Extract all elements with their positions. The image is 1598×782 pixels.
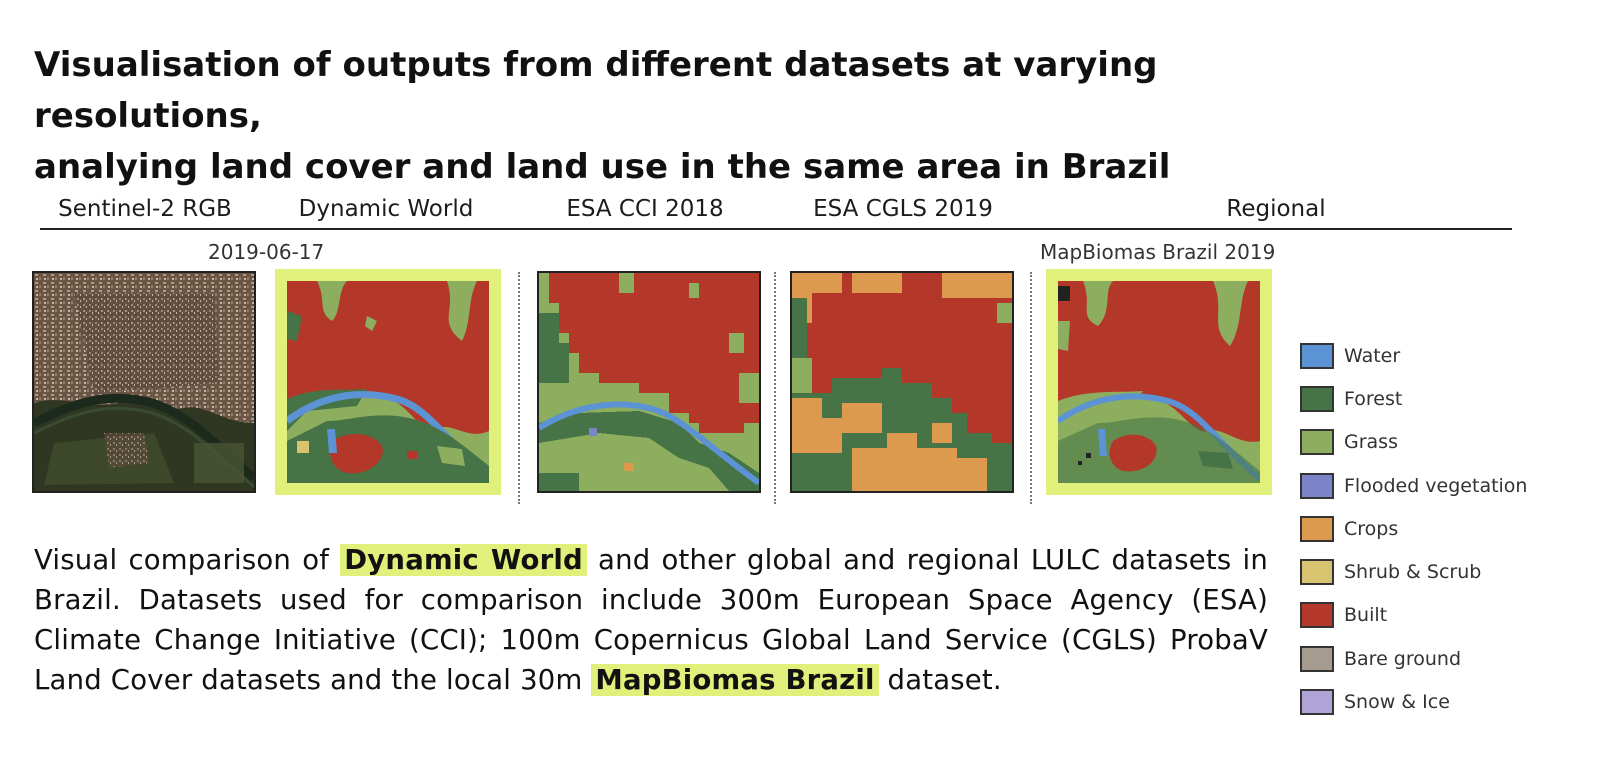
legend-item-snow-ice: Snow & Ice bbox=[1300, 680, 1527, 723]
legend-label-snow-ice: Snow & Ice bbox=[1344, 691, 1450, 714]
header-regional: Regional bbox=[1226, 196, 1326, 222]
divider-2 bbox=[774, 272, 776, 504]
legend-swatch-water bbox=[1300, 342, 1334, 369]
legend-swatch-bare-ground bbox=[1300, 645, 1334, 672]
legend-label-forest: Forest bbox=[1344, 387, 1403, 410]
legend-swatch-built bbox=[1300, 602, 1334, 629]
mapbiomas-label: MapBiomas Brazil 2019 bbox=[1040, 240, 1276, 264]
legend-item-flooded-vegetation: Flooded vegetation bbox=[1300, 464, 1527, 507]
legend-swatch-flooded-vegetation bbox=[1300, 472, 1334, 499]
legend-item-crops: Crops bbox=[1300, 507, 1527, 550]
legend-item-built: Built bbox=[1300, 594, 1527, 637]
figure-title: Visualisation of outputs from different … bbox=[34, 40, 1334, 193]
legend-label-shrub-scrub: Shrub & Scrub bbox=[1344, 561, 1482, 584]
figure-caption: Visual comparison of Dynamic World and o… bbox=[34, 540, 1268, 700]
legend-swatch-forest bbox=[1300, 385, 1334, 412]
legend-label-grass: Grass bbox=[1344, 431, 1398, 454]
caption-part-1: Visual comparison of bbox=[34, 544, 341, 576]
header-esa-cgls-2019: ESA CGLS 2019 bbox=[813, 196, 993, 222]
land-cover-legend: Water Forest Grass Flooded vegetation Cr… bbox=[1300, 334, 1527, 724]
legend-label-built: Built bbox=[1344, 604, 1388, 627]
legend-swatch-crops bbox=[1300, 515, 1334, 542]
divider-1 bbox=[518, 272, 520, 504]
header-esa-cci-2018: ESA CCI 2018 bbox=[566, 196, 724, 222]
header-sentinel2-rgb: Sentinel-2 RGB bbox=[58, 196, 232, 222]
divider-3 bbox=[1030, 272, 1032, 504]
caption-highlight-dynamic-world: Dynamic World bbox=[340, 544, 587, 576]
header-divider bbox=[40, 228, 1512, 230]
legend-item-bare-ground: Bare ground bbox=[1300, 637, 1527, 680]
legend-swatch-snow-ice bbox=[1300, 689, 1334, 716]
legend-item-grass: Grass bbox=[1300, 421, 1527, 464]
esa-cgls-2019-map bbox=[790, 271, 1014, 493]
legend-swatch-grass bbox=[1300, 429, 1334, 456]
sentinel2-rgb-image bbox=[32, 271, 256, 493]
legend-label-crops: Crops bbox=[1344, 517, 1399, 540]
dynamic-world-map bbox=[287, 281, 489, 483]
legend-item-water: Water bbox=[1300, 334, 1527, 377]
header-dynamic-world: Dynamic World bbox=[298, 196, 474, 222]
legend-label-flooded-vegetation: Flooded vegetation bbox=[1344, 474, 1528, 497]
legend-label-water: Water bbox=[1344, 344, 1401, 367]
title-line-2: analying land cover and land use in the … bbox=[34, 147, 1171, 187]
legend-item-shrub-scrub: Shrub & Scrub bbox=[1300, 550, 1527, 593]
date-label: 2019-06-17 bbox=[208, 240, 325, 264]
esa-cci-2018-map bbox=[537, 271, 761, 493]
legend-swatch-shrub-scrub bbox=[1300, 559, 1334, 586]
caption-part-3: dataset. bbox=[878, 664, 1002, 696]
caption-highlight-mapbiomas: MapBiomas Brazil bbox=[591, 664, 879, 696]
mapbiomas-brazil-map bbox=[1058, 281, 1260, 483]
caption-part-2: and other global and regional LULC datas… bbox=[34, 544, 1268, 696]
legend-label-bare-ground: Bare ground bbox=[1344, 647, 1462, 670]
title-line-1: Visualisation of outputs from different … bbox=[34, 45, 1158, 136]
legend-item-forest: Forest bbox=[1300, 377, 1527, 420]
